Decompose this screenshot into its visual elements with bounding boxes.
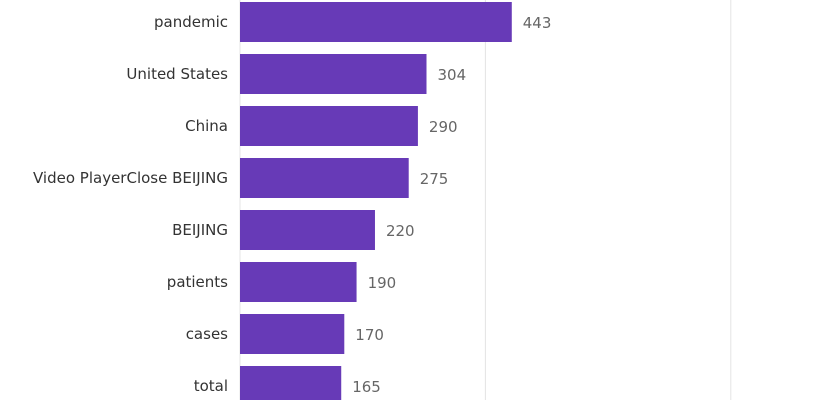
value-label-2: 290 — [429, 118, 458, 136]
category-label-7: total — [194, 377, 228, 395]
category-label-3: Video PlayerClose BEIJING — [33, 169, 228, 187]
bar-2 — [240, 106, 418, 146]
category-label-6: cases — [186, 325, 228, 343]
value-label-0: 443 — [523, 14, 552, 32]
category-label-0: pandemic — [154, 13, 228, 31]
bar-3 — [240, 158, 409, 198]
bars — [240, 2, 512, 400]
category-label-2: China — [185, 117, 228, 135]
bar-0 — [240, 2, 512, 42]
value-label-1: 304 — [438, 66, 467, 84]
category-label-4: BEIJING — [172, 221, 228, 239]
bar-4 — [240, 210, 375, 250]
value-label-4: 220 — [386, 222, 415, 240]
value-labels: 443 304 290 275 220 190 170 165 — [352, 14, 551, 396]
bar-1 — [240, 54, 427, 94]
bar-6 — [240, 314, 345, 354]
value-label-5: 190 — [368, 274, 397, 292]
bar-7 — [240, 366, 342, 400]
category-label-1: United States — [126, 65, 228, 83]
category-label-5: patients — [167, 273, 228, 291]
value-label-7: 165 — [352, 378, 381, 396]
value-label-3: 275 — [420, 170, 449, 188]
value-label-6: 170 — [355, 326, 384, 344]
category-labels: pandemic United States China Video PlayerCl… — [33, 13, 228, 395]
bar-5 — [240, 262, 357, 302]
